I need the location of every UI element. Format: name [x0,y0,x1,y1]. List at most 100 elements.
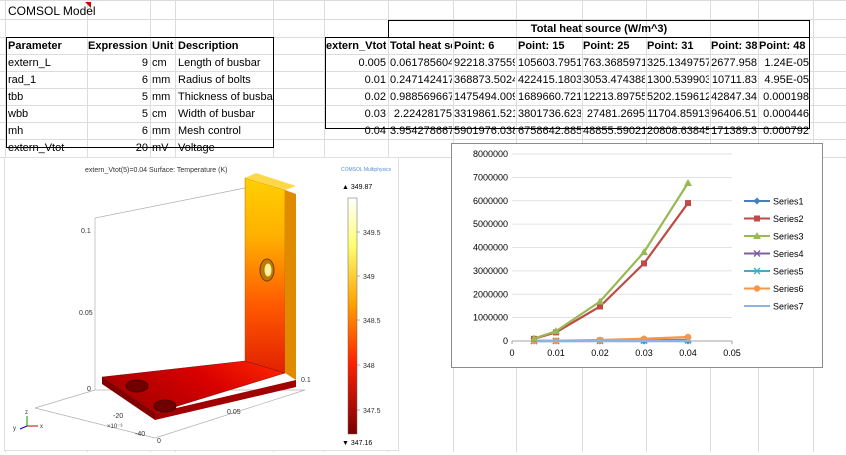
heat-cell[interactable]: 2.22428175 [390,106,452,123]
params-cell[interactable]: cm [152,106,176,123]
heat-cell[interactable]: 0.061785604 [390,55,452,72]
heat-cell[interactable]: 3053.474388 [583,72,645,89]
heat-cell[interactable]: 1300.539903 [647,72,709,89]
params-cell[interactable]: Thickness of busbar [178,89,274,106]
heat-cell[interactable]: 1475494.009 [454,89,515,106]
heat-cell[interactable]: 3801736.623 [518,106,581,123]
heat-cell[interactable]: 422415.1803 [518,72,581,89]
heat-cell[interactable]: 5901976.038 [454,123,515,140]
heat-cell[interactable]: 1.24E-05 [759,55,809,72]
colorbar [348,198,357,434]
heat-cell[interactable]: 6758642.885 [518,123,581,140]
y-tick-label: 3000000 [473,266,508,276]
heat-cell[interactable]: 96406.51 [711,106,757,123]
heat-header-cell[interactable]: Point: 38 [711,38,757,55]
params-cell[interactable]: 5 [88,106,148,123]
params-cell[interactable]: 5 [88,89,148,106]
params-cell[interactable]: Mesh control [178,123,274,140]
heat-cell[interactable]: 11704.85913 [647,106,709,123]
heat-header-cell[interactable]: Point: 15 [518,38,581,55]
heat-cell[interactable]: 1689660.721 [518,89,581,106]
heat-header-cell[interactable]: extern_Vtot [326,38,386,55]
params-cell[interactable]: Voltage [178,140,274,157]
heat-cell[interactable]: 368873.5024 [454,72,515,89]
busbar-vertical-side [285,190,296,380]
svg-text:z: z [25,410,28,416]
params-cell[interactable]: cm [152,55,176,72]
heat-cell[interactable]: 10711.83 [711,72,757,89]
params-cell[interactable]: mh [8,123,86,140]
heat-cell[interactable]: 20808.63845 [647,123,709,140]
legend-label-3: Series3 [773,232,804,242]
heat-cell[interactable]: 0.02 [326,89,386,106]
svg-text:347.5: 347.5 [363,408,381,415]
params-cell[interactable]: 6 [88,123,148,140]
params-header-cell[interactable]: Parameter [8,38,86,55]
heat-header-cell[interactable]: Point: 31 [647,38,709,55]
y-tick-label: 5000000 [473,219,508,229]
comsol-title: extern_Vtot(5)=0.04 Surface: Temperature… [85,167,227,174]
colorbar-ticks: 349.5 349 348.5 348 347.5 [357,230,381,415]
series-point-6 [685,334,691,340]
heat-header-cell[interactable]: Total heat sou [390,38,452,55]
heat-cell[interactable]: 0.988569667 [390,89,452,106]
heat-header-cell[interactable]: Point: 6 [454,38,515,55]
z-tick-1: 0.05 [79,310,93,317]
params-cell[interactable]: Length of busbar [178,55,274,72]
params-header-cell[interactable]: Unit [152,38,176,55]
params-cell[interactable]: wbb [8,106,86,123]
heat-cell[interactable]: 325.1349757 [647,55,709,72]
x-tick-label: 0.03 [635,348,653,358]
heat-cell[interactable]: 0.000446 [759,106,809,123]
heat-cell[interactable]: 48855.59021 [583,123,645,140]
heat-cell[interactable]: 27481.2695 [583,106,645,123]
params-header-cell[interactable]: Description [178,38,274,55]
params-cell[interactable]: 20 [88,140,148,157]
bolt-hole-lower-1 [126,380,148,392]
params-cell[interactable]: extern_L [8,55,86,72]
heat-header-cell[interactable]: Point: 25 [583,38,645,55]
x-tick-label: 0.02 [591,348,609,358]
y-tick-label: 1000000 [473,313,508,323]
params-cell[interactable]: Width of busbar [178,106,274,123]
params-cell[interactable]: rad_1 [8,72,86,89]
series-point-3 [684,179,692,186]
heat-cell[interactable]: 3.954278667 [390,123,452,140]
params-cell[interactable]: Radius of bolts [178,72,274,89]
heat-cell[interactable]: 4.95E-05 [759,72,809,89]
heat-cell[interactable]: 0.000792 [759,123,809,140]
colorbar-min: ▼ 347.16 [342,440,372,447]
params-cell[interactable]: mm [152,89,176,106]
heat-header-cell[interactable]: Point: 48 [759,38,809,55]
heat-cell[interactable]: 3319861.521 [454,106,515,123]
heat-cell[interactable]: 92218.37559 [454,55,515,72]
params-cell[interactable]: 9 [88,55,148,72]
params-cell[interactable]: 6 [88,72,148,89]
y-tick-0: -20 [113,413,123,420]
heat-cell[interactable]: 5202.159612 [647,89,709,106]
x-tick-label: 0.04 [679,348,697,358]
x-tick-label: 0.05 [723,348,741,358]
heat-cell[interactable]: 763.3685971 [583,55,645,72]
params-cell[interactable]: mV [152,140,176,157]
heat-cell[interactable]: 171389.3 [711,123,757,140]
heat-cell[interactable]: 0.01 [326,72,386,89]
heat-cell[interactable]: 105603.7951 [518,55,581,72]
heat-cell[interactable]: 0.04 [326,123,386,140]
legend-marker-2 [754,216,760,222]
heat-cell[interactable]: 12213.89755 [583,89,645,106]
comment-indicator [85,2,91,8]
heat-cell[interactable]: 0.000198 [759,89,809,106]
params-cell[interactable]: extern_Vtot [8,140,86,157]
heat-cell[interactable]: 42847.34 [711,89,757,106]
heat-cell[interactable]: 0.005 [326,55,386,72]
params-cell[interactable]: tbb [8,89,86,106]
params-header-cell[interactable]: Expressions [88,38,148,55]
params-cell[interactable]: mm [152,123,176,140]
comsol-plot[interactable]: extern_Vtot(5)=0.04 Surface: Temperature… [4,157,399,451]
heat-cell[interactable]: 0.03 [326,106,386,123]
heat-cell[interactable]: 0.247142417 [390,72,452,89]
params-cell[interactable]: mm [152,72,176,89]
heat-cell[interactable]: 2677.958 [711,55,757,72]
